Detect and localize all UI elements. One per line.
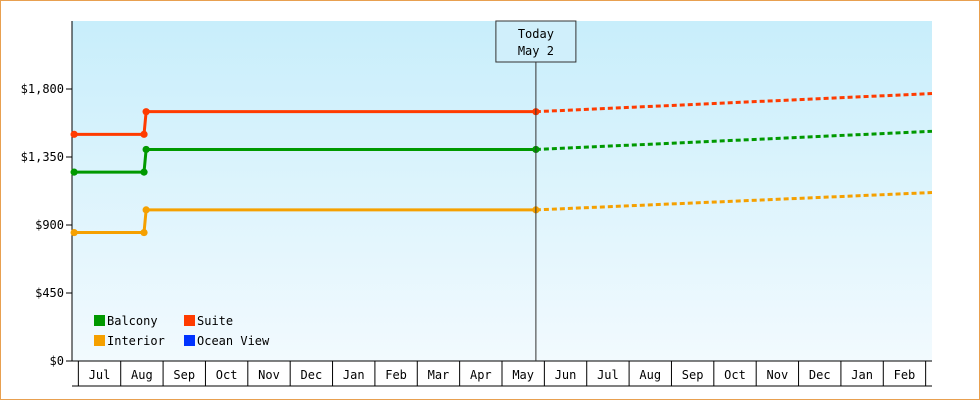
series-point	[140, 168, 148, 176]
today-box	[495, 20, 577, 63]
y-tick-label: $1,350	[21, 150, 64, 164]
month-label: Oct	[724, 368, 746, 382]
series-line	[74, 208, 536, 235]
month-label: Aug	[639, 368, 661, 382]
y-tick-label: $0	[50, 354, 64, 368]
series-layer	[70, 92, 933, 237]
month-label: Apr	[470, 368, 492, 382]
x-axis: Jul Aug Sep Oct Nov Dec Jan Feb Mar Apr May Jun Jul A…	[72, 360, 932, 387]
y-tick-label: $1,800	[21, 82, 64, 96]
month-label: Sep	[173, 368, 195, 382]
plot-background	[72, 21, 932, 361]
series-line	[74, 110, 536, 136]
today-date: May 2	[518, 44, 554, 58]
series-point	[142, 206, 150, 214]
month-label: Mar	[428, 368, 450, 382]
month-label: Nov	[767, 368, 789, 382]
series-point	[142, 145, 150, 154]
month-label: Jan	[343, 368, 365, 382]
series-point	[70, 168, 78, 176]
month-label: Aug	[131, 368, 153, 382]
series-point	[70, 228, 78, 237]
legend-label: Balcony	[107, 314, 158, 328]
legend-swatch	[94, 335, 105, 346]
month-label: Jul	[89, 368, 111, 382]
forecast-line	[535, 129, 933, 151]
legend-label: Ocean View	[197, 334, 270, 348]
month-label: Jan	[851, 368, 873, 382]
forecast-line	[535, 191, 933, 212]
month-label: Feb	[894, 368, 916, 382]
legend: Balcony Suite Interior Ocean View	[94, 314, 270, 348]
y-tick-label: $450	[35, 286, 64, 300]
legend-label: Interior	[107, 334, 165, 348]
series-line	[74, 147, 536, 174]
legend-swatch	[94, 315, 105, 326]
month-label: Dec	[301, 368, 323, 382]
month-label: Feb	[385, 368, 407, 382]
legend-swatch	[184, 335, 195, 346]
forecast-line	[535, 92, 933, 114]
month-label: Oct	[216, 368, 238, 382]
y-tick-label: $900	[35, 218, 64, 232]
today-label: Today	[518, 27, 554, 41]
legend-label: Suite	[197, 314, 233, 328]
month-label: May	[512, 368, 534, 382]
month-label: Jun	[555, 368, 577, 382]
series-point	[70, 130, 78, 138]
month-label: Sep	[682, 368, 704, 382]
y-axis: $0 $450 $900 $1,350 $1,800	[21, 21, 73, 368]
today-marker: Today May 2	[495, 20, 577, 361]
month-label: Jul	[597, 368, 619, 382]
month-label: Nov	[258, 368, 280, 382]
series-point	[142, 108, 150, 116]
month-label: Dec	[809, 368, 831, 382]
series-point	[140, 228, 148, 237]
legend-swatch	[184, 315, 195, 326]
series-point	[140, 130, 148, 138]
